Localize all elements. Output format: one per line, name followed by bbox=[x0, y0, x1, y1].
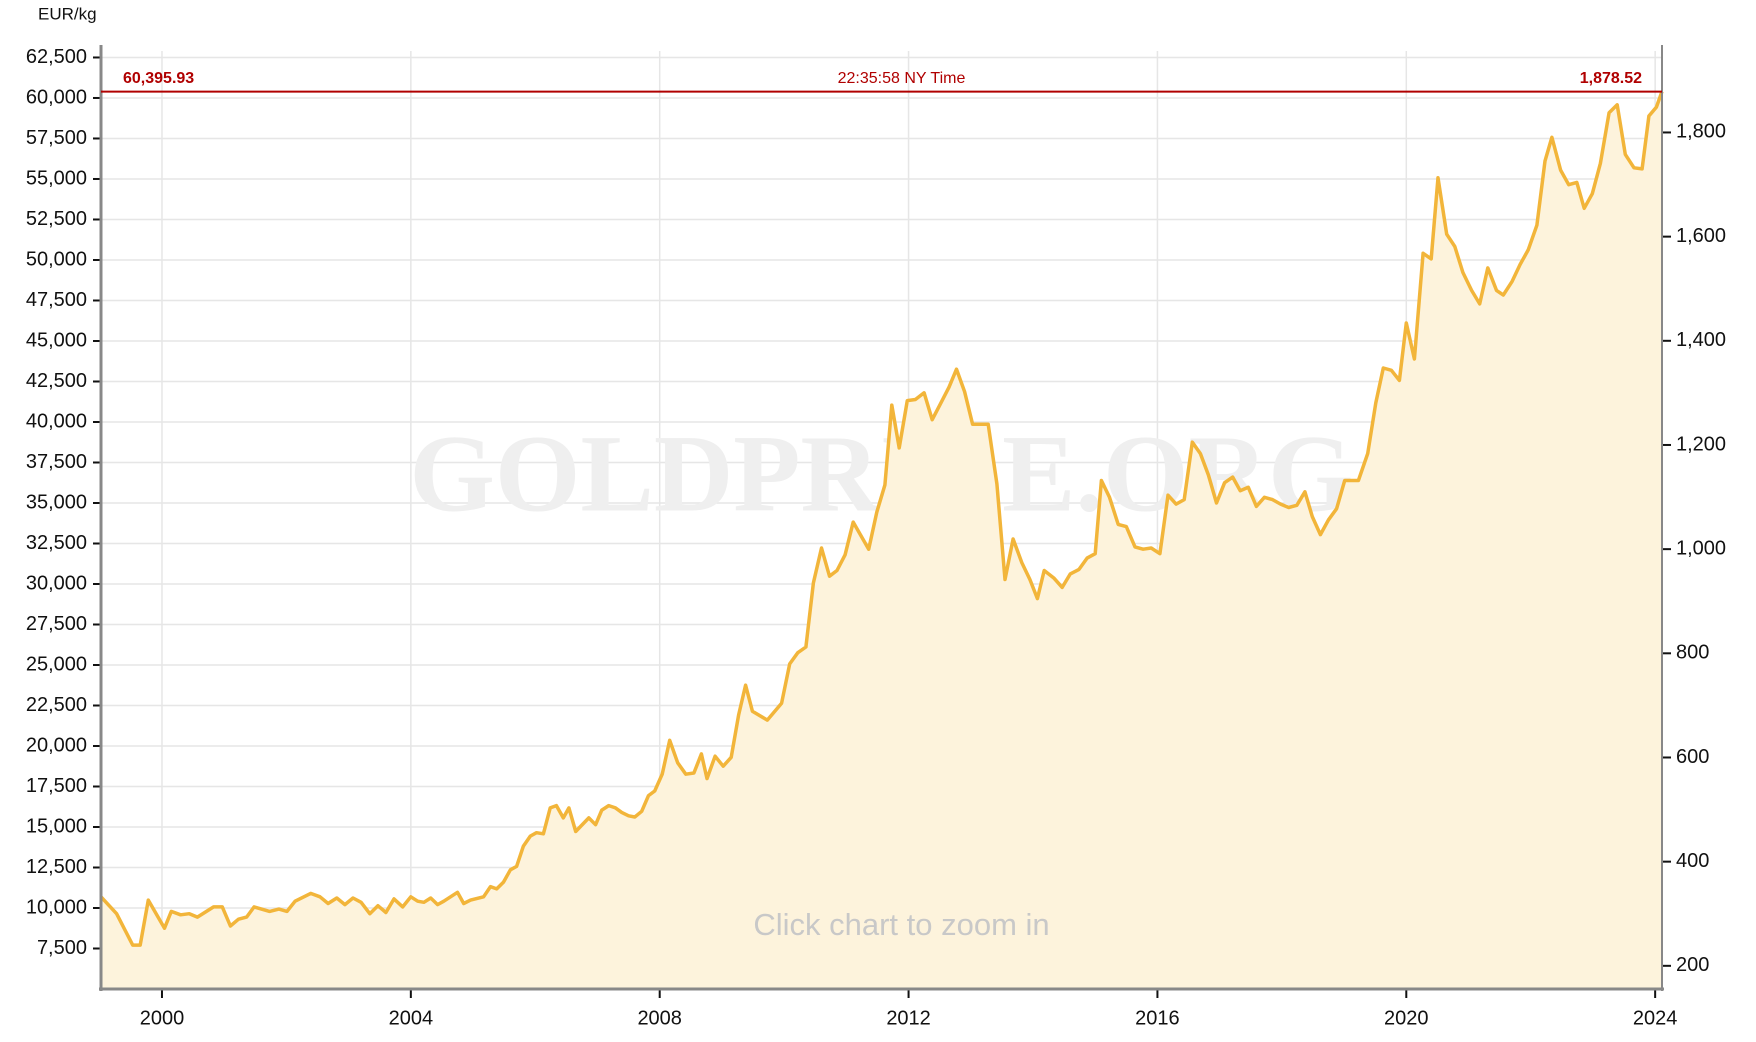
plot bbox=[99, 90, 1664, 989]
y2-tick-label: 1,200 bbox=[1676, 433, 1726, 455]
y2-tick-label: 800 bbox=[1676, 642, 1709, 664]
x-tick-label: 2024 bbox=[1633, 1007, 1678, 1029]
y-tick-label: 32,500 bbox=[26, 532, 87, 554]
x-tick-label: 2000 bbox=[140, 1007, 185, 1029]
current-price-label: 60,395.93 bbox=[123, 70, 194, 87]
y2-tick-label: 600 bbox=[1676, 746, 1709, 768]
y-tick-label: 55,000 bbox=[26, 167, 87, 189]
y-tick-label: 57,500 bbox=[26, 127, 87, 149]
y-tick-label: 40,000 bbox=[26, 410, 87, 432]
time-label: 22:35:58 NY Time bbox=[838, 70, 966, 87]
y-tick-label: 17,500 bbox=[26, 775, 87, 797]
current-price-y2-label: 1,878.52 bbox=[1580, 70, 1642, 87]
y-tick-label: 10,000 bbox=[26, 896, 87, 918]
y2-tick-label: 200 bbox=[1676, 954, 1709, 976]
y-tick-label: 15,000 bbox=[26, 815, 87, 837]
y2-tick-label: 1,400 bbox=[1676, 329, 1726, 351]
y2-tick-label: 1,000 bbox=[1676, 537, 1726, 559]
zoom-hint: Click chart to zoom in bbox=[753, 907, 1049, 942]
price-line bbox=[99, 90, 1664, 947]
y-tick-label: 7,500 bbox=[37, 937, 87, 959]
y-tick-label: 42,500 bbox=[26, 370, 87, 392]
y-tick-label: 20,000 bbox=[26, 734, 87, 756]
y-tick-label: 37,500 bbox=[26, 451, 87, 473]
y-axis-label: EUR/kg bbox=[38, 4, 97, 23]
y-tick-label: 60,000 bbox=[26, 86, 87, 108]
x-tick-label: 2008 bbox=[637, 1007, 682, 1029]
x-tick-label: 2012 bbox=[886, 1007, 931, 1029]
y-tick-label: 12,500 bbox=[26, 856, 87, 878]
y-tick-label: 52,500 bbox=[26, 208, 87, 230]
x-tick-label: 2016 bbox=[1135, 1007, 1180, 1029]
y-tick-label: 35,000 bbox=[26, 491, 87, 513]
y-tick-label: 30,000 bbox=[26, 572, 87, 594]
y2-tick-label: 1,800 bbox=[1676, 121, 1726, 143]
y-tick-label: 27,500 bbox=[26, 613, 87, 635]
y-tick-label: 22,500 bbox=[26, 694, 87, 716]
y-tick-label: 50,000 bbox=[26, 248, 87, 270]
area-fill bbox=[101, 91, 1662, 989]
y-tick-label: 62,500 bbox=[26, 46, 87, 68]
x-tick-label: 2020 bbox=[1384, 1007, 1429, 1029]
x-tick-label: 2004 bbox=[389, 1007, 434, 1029]
y-tick-label: 25,000 bbox=[26, 653, 87, 675]
y2-tick-label: 400 bbox=[1676, 850, 1709, 872]
y-tick-label: 45,000 bbox=[26, 329, 87, 351]
y-tick-label: 47,500 bbox=[26, 289, 87, 311]
y2-tick-label: 1,600 bbox=[1676, 225, 1726, 247]
